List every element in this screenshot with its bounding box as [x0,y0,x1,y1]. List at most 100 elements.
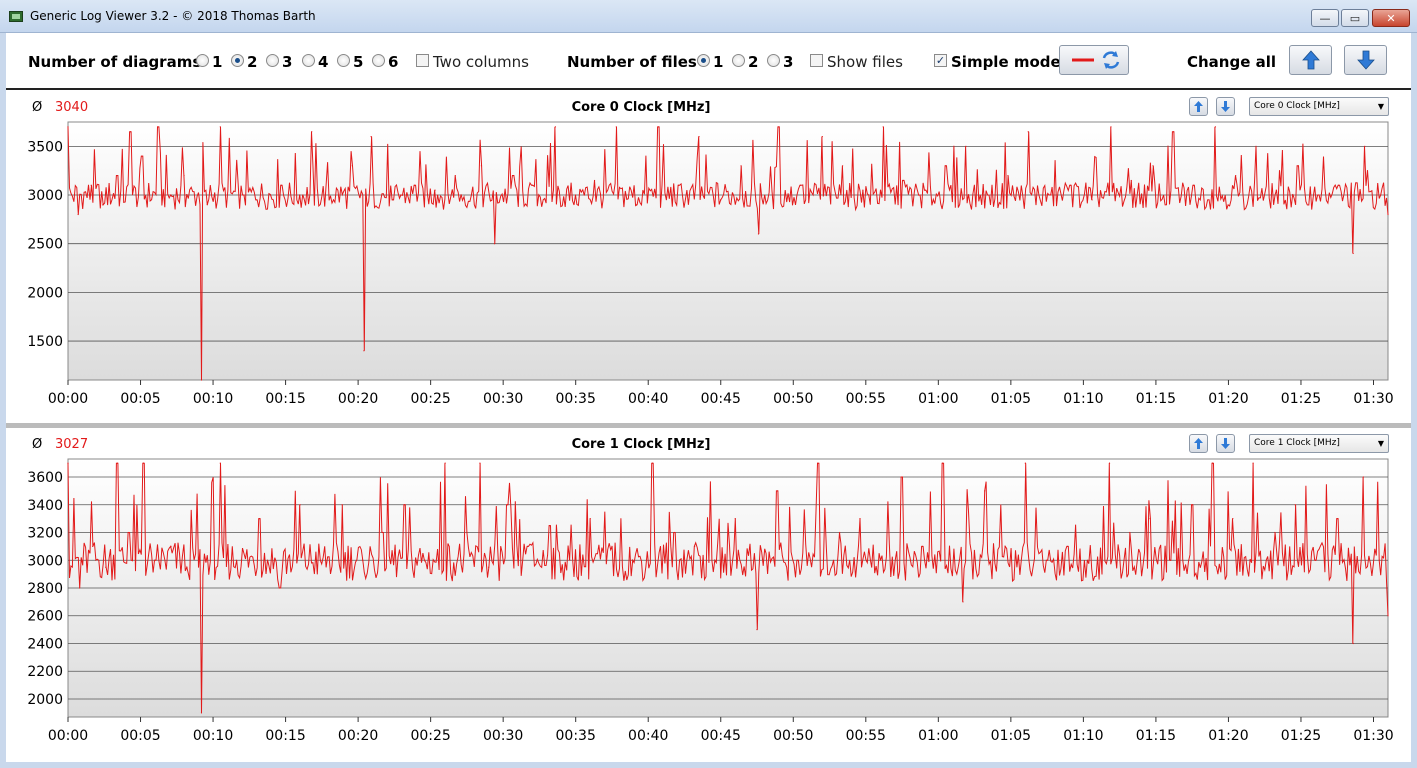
data-point [720,199,722,201]
window-title: Generic Log Viewer 3.2 - © 2018 Thomas B… [30,9,316,23]
diagrams-radio-4[interactable] [302,54,315,67]
data-point [1380,194,1382,196]
minimize-icon: — [1319,11,1331,25]
data-point [1129,531,1131,534]
data-point [575,194,577,196]
data-point [129,131,131,133]
data-point [1007,174,1009,177]
x-tick-label: 00:50 [773,391,813,407]
x-tick-label: 01:15 [1136,391,1176,407]
panel-title: Core 1 Clock [MHz] [571,437,711,452]
x-tick-label: 00:40 [628,391,668,407]
panel-header-core0: Ø 3040 Core 0 Clock [MHz] Core 0 Clock [… [6,92,1411,122]
panel-up-button[interactable] [1189,434,1208,453]
data-point [1336,518,1338,520]
simple-mode-checkbox[interactable]: ✓ [934,54,947,67]
data-point [1317,194,1319,196]
x-tick-label: 00:35 [556,391,596,407]
data-point [424,559,426,561]
change-all-down-button[interactable] [1344,45,1387,75]
data-point [548,524,551,527]
show-files-label: Show files [827,53,903,71]
data-point [157,126,159,128]
data-point [841,165,844,167]
data-point [116,174,118,177]
data-point [361,559,364,561]
data-point [154,559,156,561]
chevron-down-icon: ▼ [1377,439,1384,448]
data-point [1387,615,1389,617]
maximize-button[interactable]: ▭ [1341,9,1369,27]
x-tick-label: 00:15 [265,728,305,744]
x-tick-label: 00:45 [701,391,741,407]
two-columns-checkbox[interactable] [416,54,429,67]
diagrams-radio-2[interactable] [231,54,244,67]
panel-header-core1: Ø 3027 Core 1 Clock [MHz] Core 1 Clock [… [6,429,1411,459]
sensor-select[interactable]: Core 1 Clock [MHz] ▼ [1249,434,1389,453]
files-radio-1[interactable] [697,54,710,67]
change-all-up-button[interactable] [1289,45,1332,75]
files-radio-3[interactable] [767,54,780,67]
data-point [740,165,742,167]
data-point [589,518,591,520]
panel-down-button[interactable] [1216,434,1235,453]
show-files-checkbox[interactable] [810,54,823,67]
diagrams-radio-3[interactable] [266,54,279,67]
y-tick-label: 2800 [27,581,63,597]
x-tick-label: 01:25 [1281,728,1321,744]
average-symbol: Ø [32,100,43,115]
data-point [1235,174,1237,177]
x-tick-label: 00:30 [483,728,523,744]
data-point [332,199,335,201]
panel-splitter[interactable] [6,423,1411,428]
data-point [1255,145,1257,147]
files-radio-2[interactable] [732,54,745,67]
close-icon: ✕ [1386,11,1396,25]
diagrams-radio-5[interactable] [337,54,350,67]
data-point [1149,518,1151,520]
data-point [1152,165,1154,167]
y-tick-label: 2600 [27,609,63,625]
line-color-refresh-button[interactable] [1059,45,1129,75]
data-point [924,189,926,191]
data-point [1172,131,1174,133]
diagrams-radio-label: 6 [388,53,399,71]
x-tick-label: 01:10 [1063,391,1103,407]
x-tick-label: 01:20 [1208,728,1248,744]
diagrams-label: Number of diagrams [28,53,202,71]
data-point [200,712,203,714]
diagrams-radio-label: 2 [247,53,258,71]
data-point [615,126,617,128]
data-point [208,573,210,575]
data-point [67,126,69,128]
data-point [673,531,675,534]
data-point [965,145,967,147]
data-point [479,462,481,464]
data-point [319,559,321,561]
data-point [879,559,881,561]
minimize-button[interactable]: — [1311,9,1339,27]
data-point [631,559,633,561]
data-point [921,545,923,547]
data-point [678,184,680,186]
diagrams-radio-1[interactable] [196,54,209,67]
data-point [1274,531,1276,534]
panel-down-button[interactable] [1216,97,1235,116]
close-button[interactable]: ✕ [1372,9,1410,27]
y-tick-label: 1500 [27,334,63,350]
x-tick-label: 00:15 [265,391,305,407]
data-point [279,587,281,589]
data-point [77,213,79,216]
two-columns-label: Two columns [433,53,529,71]
x-tick-label: 01:15 [1136,728,1176,744]
panel-up-button[interactable] [1189,97,1208,116]
y-tick-label: 2500 [27,237,63,253]
sensor-select-value: Core 0 Clock [MHz] [1254,101,1340,111]
data-point [141,155,143,157]
sensor-select[interactable]: Core 0 Clock [MHz] ▼ [1249,97,1389,116]
chevron-down-icon: ▼ [1377,102,1384,111]
data-point [839,531,841,534]
data-point [817,462,819,464]
diagrams-radio-6[interactable] [372,54,385,67]
data-point [183,174,185,177]
